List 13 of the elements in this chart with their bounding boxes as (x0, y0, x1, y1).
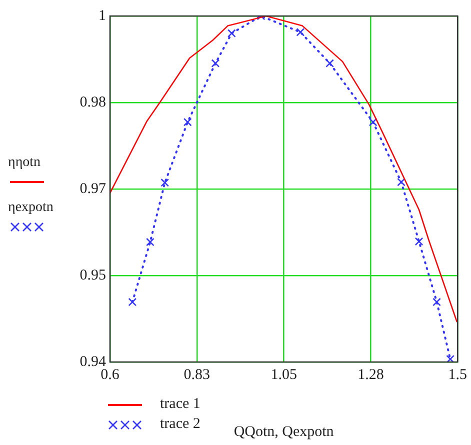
x-tick-label: 1.5 (448, 366, 467, 383)
x-tick-label: 1.28 (358, 366, 384, 383)
y-tick-label: 0.97 (80, 180, 106, 197)
y-tick-label: 0.95 (80, 267, 106, 284)
text: ηexpotn (8, 200, 54, 216)
x-axis-title: QQotn, Qexpotn (234, 424, 334, 440)
legend-label: trace 1 (160, 396, 200, 413)
x-tick-label: 1.05 (270, 366, 297, 383)
legend-label: trace 2 (160, 416, 200, 433)
text: ηηotn (8, 155, 41, 171)
y-tick-label: 0.98 (80, 94, 106, 110)
x-tick-label: 0.83 (184, 366, 210, 383)
y-tick-label: 1 (98, 8, 106, 24)
